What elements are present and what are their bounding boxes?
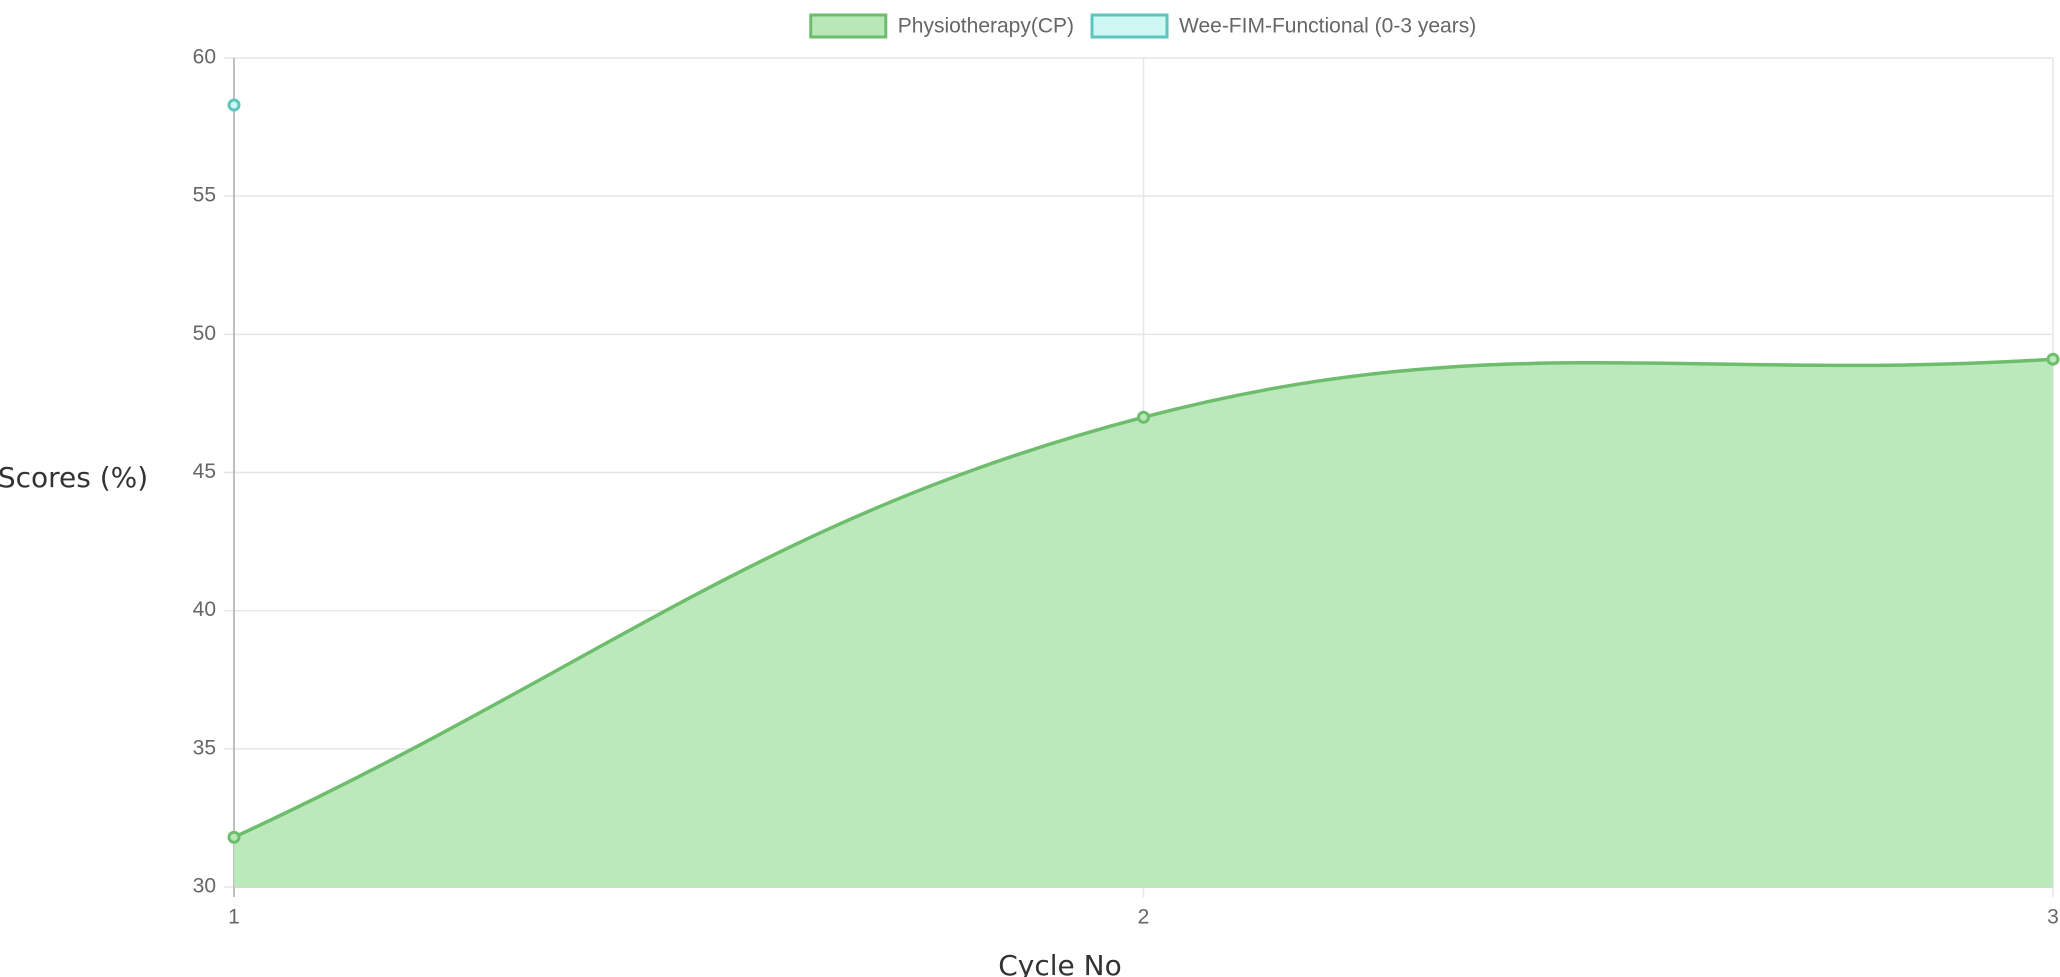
point [227,830,241,844]
point [2046,352,2060,366]
legend-label: Wee-FIM-Functional (0-3 years) [1179,15,1476,38]
x-tick-label: 1 [228,906,240,929]
legend-swatch [809,13,888,39]
legend-item: Physiotherapy(CP) [809,13,1074,39]
point [1137,410,1150,424]
y-tick-label: 35 [193,736,216,759]
legend-label: Physiotherapy(CP) [898,15,1074,38]
y-tick-label: 40 [193,598,216,621]
x-axis-title: Cycle No [998,949,1122,977]
point [227,98,241,112]
legend-swatch [1090,13,1169,39]
y-tick-label: 45 [193,460,216,483]
area [234,359,2053,887]
y-tick-label: 60 [193,46,216,69]
legend-item: Wee-FIM-Functional (0-3 years) [1090,13,1476,39]
y-tick-label: 50 [193,322,216,345]
y-tick-label: 55 [193,184,216,207]
x-tick-label: 3 [2047,906,2059,929]
y-axis-title: Scores (%) [0,461,148,494]
y-tick-label: 30 [193,875,216,898]
x-tick-label: 2 [1138,906,1150,929]
